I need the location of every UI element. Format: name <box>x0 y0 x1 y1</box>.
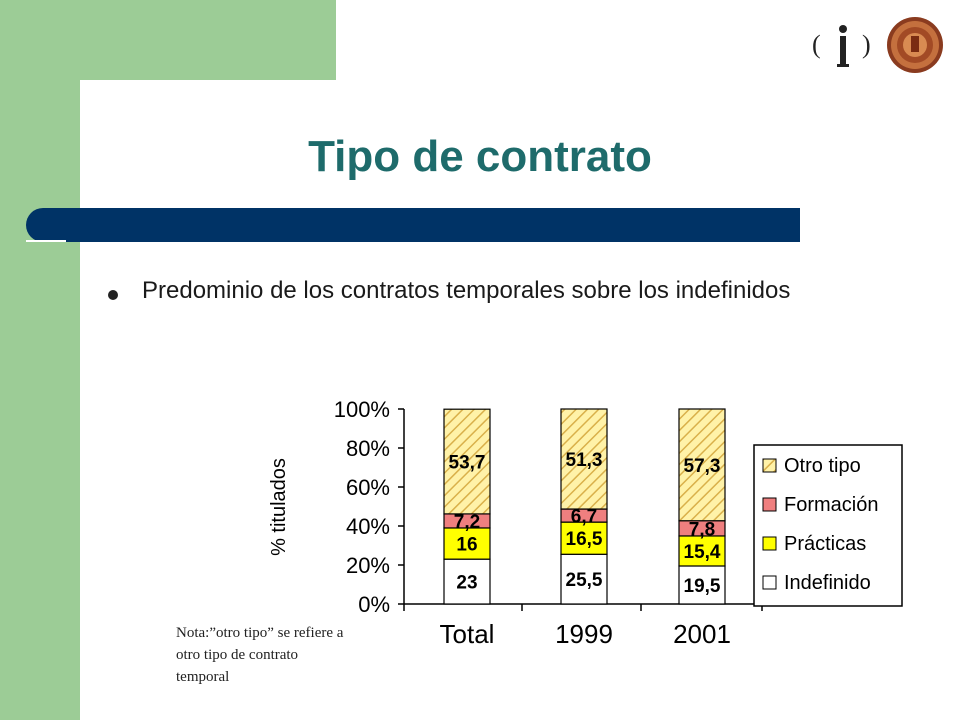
logo-right-paren: ) <box>862 30 871 59</box>
bar-segment-indefinido-2001 <box>678 565 726 605</box>
y-tick-label: 0% <box>358 592 390 617</box>
data-label: 16,5 <box>566 529 603 550</box>
data-label: 7,2 <box>454 512 480 533</box>
y-axis-title: % titulados <box>268 458 290 556</box>
data-label: 16 <box>456 535 477 556</box>
data-label: 25,5 <box>566 570 603 591</box>
bar-segment-indefinido-Total <box>443 558 491 605</box>
data-label: 19,5 <box>684 576 721 597</box>
data-label: 53,7 <box>449 453 486 474</box>
y-tick-label: 40% <box>346 514 390 539</box>
data-label: 23 <box>456 573 477 594</box>
legend-swatch <box>762 497 777 512</box>
y-tick-label: 60% <box>346 475 390 500</box>
bar-segment-indefinido-1999 <box>560 553 608 605</box>
y-tick-label: 80% <box>346 436 390 461</box>
legend: Otro tipo Formación Prácticas Indefinido <box>753 444 903 607</box>
y-tick-label: 20% <box>346 553 390 578</box>
bars <box>443 408 726 605</box>
bar-segment-otrotipo-1999 <box>560 408 608 510</box>
legend-label: Indefinido <box>784 572 871 594</box>
legend-swatch <box>762 458 777 473</box>
green-frame-left <box>0 0 80 720</box>
data-label: 51,3 <box>566 450 603 471</box>
bar-segment-prcticas-Total <box>443 527 491 560</box>
data-label: 6,7 <box>571 507 597 528</box>
legend-label: Otro tipo <box>784 455 861 477</box>
logo-left-paren: ( <box>812 30 821 59</box>
university-seal-icon <box>887 17 943 73</box>
value-labels: 23 167,2 53,7 25,5 16,56,7 51,3 19,5 15,47,8 57,… <box>449 450 721 597</box>
bullet-dot <box>108 290 118 300</box>
band-notch <box>26 240 66 242</box>
data-label: 57,3 <box>684 456 721 477</box>
legend-swatch <box>762 575 777 590</box>
bullet-text: Predominio de los contratos temporales s… <box>142 277 791 304</box>
x-axis-categories: Total 1999 2001 <box>440 619 731 649</box>
legend-label: Formación <box>784 494 878 516</box>
legend-label: Prácticas <box>784 533 866 555</box>
y-tick-label: 100% <box>334 397 390 422</box>
bar-segment-otrotipo-Total <box>443 408 491 515</box>
rounded-content-corner <box>80 80 200 200</box>
legend-swatch <box>762 536 777 551</box>
bar-segment-prcticas-1999 <box>560 521 608 555</box>
bar-segment-otrotipo-2001 <box>678 408 726 522</box>
title-underline-band <box>26 208 800 242</box>
logo-i-icon <box>837 25 849 67</box>
legend-box <box>753 444 903 607</box>
x-category-label: 2001 <box>673 619 731 649</box>
bar-segment-prcticas-2001 <box>678 535 726 567</box>
slide-title: Tipo de contrato <box>308 132 652 181</box>
x-category-label: Total <box>440 619 495 649</box>
data-label: 15,4 <box>684 542 721 563</box>
data-label: 7,8 <box>689 519 715 540</box>
footnote: Nota:”otro tipo” se refiere a otro tipo … <box>176 625 344 685</box>
x-category-label: 1999 <box>555 619 613 649</box>
